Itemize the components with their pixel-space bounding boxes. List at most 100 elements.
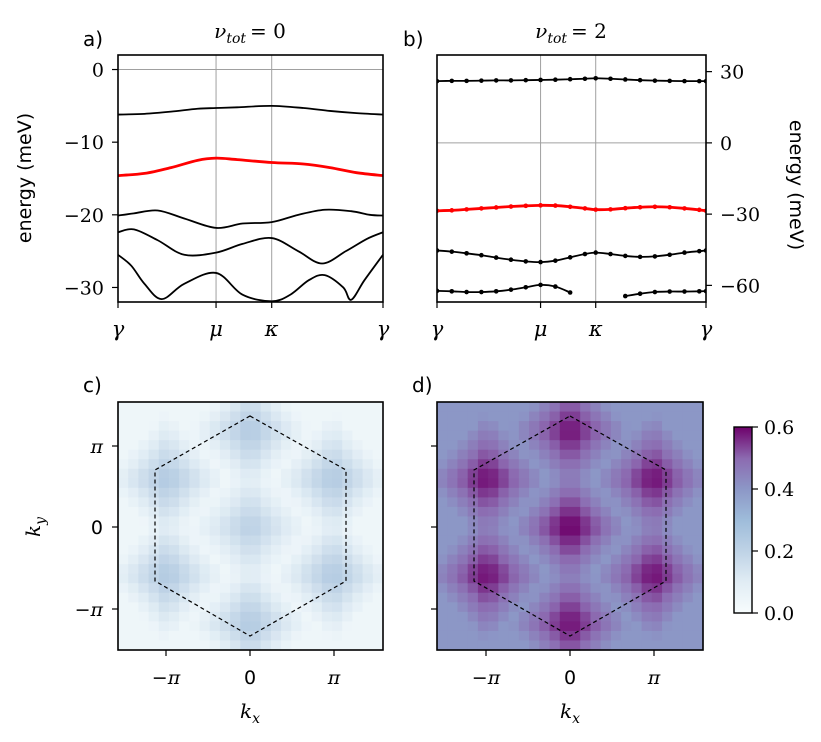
heatmap-cell bbox=[219, 630, 231, 642]
heatmap-cell bbox=[372, 487, 384, 498]
heatmap-cell bbox=[641, 468, 653, 479]
heatmap-cell bbox=[240, 516, 252, 527]
heatmap-cell bbox=[488, 583, 499, 594]
heatmap-cell bbox=[301, 459, 313, 470]
heatmap-cell bbox=[168, 573, 180, 584]
heatmap-cell bbox=[209, 630, 221, 642]
heatmap-cell bbox=[250, 459, 262, 470]
panel-d-xtick-label: π bbox=[647, 667, 661, 689]
heatmap-cell bbox=[301, 487, 313, 498]
heatmap-cell bbox=[189, 564, 201, 575]
heatmap-cell bbox=[621, 621, 632, 632]
heatmap-cell bbox=[342, 478, 354, 489]
x-tick-label: γ bbox=[377, 317, 390, 341]
heatmap-cell bbox=[437, 640, 448, 651]
heatmap-cell bbox=[158, 497, 170, 508]
heatmap-cell bbox=[549, 640, 561, 651]
heatmap-cell bbox=[672, 573, 684, 584]
panel-a-series bbox=[118, 104, 383, 302]
heatmap-cell bbox=[559, 602, 571, 613]
heatmap-cell bbox=[240, 478, 252, 489]
heatmap-cell bbox=[230, 630, 241, 642]
heatmap-cell bbox=[539, 497, 551, 508]
heatmap-cell bbox=[260, 545, 272, 556]
heatmap-cell bbox=[692, 554, 704, 565]
heatmap-cell bbox=[321, 402, 333, 413]
heatmap-cell bbox=[291, 583, 303, 594]
heatmap-cell bbox=[672, 564, 684, 575]
heatmap-cell bbox=[219, 526, 231, 537]
heatmap-cell bbox=[301, 535, 313, 546]
heatmap-cell bbox=[508, 411, 520, 422]
heatmap-cell bbox=[570, 621, 581, 632]
heatmap-cell bbox=[447, 640, 459, 651]
heatmap-cell bbox=[189, 535, 201, 546]
data-point bbox=[464, 251, 469, 256]
heatmap-cell bbox=[199, 497, 211, 508]
heatmap-cell bbox=[570, 545, 581, 556]
heatmap-cell bbox=[240, 430, 252, 441]
heatmap-cell bbox=[539, 516, 551, 527]
heatmap-cell bbox=[692, 506, 704, 518]
heatmap-cell bbox=[477, 411, 489, 422]
heatmap-cell bbox=[488, 497, 499, 508]
heatmap-cell bbox=[651, 630, 663, 642]
heatmap-cell bbox=[590, 506, 602, 518]
panel-c-xtick-label: π bbox=[327, 667, 341, 689]
heatmap-cell bbox=[321, 573, 333, 584]
heatmap-cell bbox=[301, 526, 313, 537]
heatmap-cell bbox=[148, 411, 160, 422]
heatmap-cell bbox=[437, 506, 448, 518]
heatmap-cell bbox=[209, 583, 221, 594]
heatmap-cell bbox=[447, 478, 459, 489]
heatmap-cell bbox=[332, 621, 343, 632]
heatmap-cell bbox=[168, 497, 180, 508]
data-point bbox=[682, 250, 687, 255]
heatmap-cell bbox=[128, 430, 139, 441]
heatmap-cell bbox=[692, 564, 704, 575]
heatmap-cell bbox=[148, 497, 160, 508]
heatmap-cell bbox=[311, 421, 323, 432]
heatmap-cell bbox=[321, 630, 333, 642]
heatmap-cell bbox=[281, 449, 292, 460]
heatmap-cell bbox=[467, 487, 479, 498]
heatmap-cell bbox=[498, 573, 510, 584]
heatmap-cell bbox=[128, 583, 139, 594]
heatmap-cell bbox=[467, 573, 479, 584]
heatmap-cell bbox=[488, 545, 499, 556]
heatmap-cell bbox=[477, 535, 489, 546]
heatmap-cell bbox=[128, 478, 139, 489]
heatmap-cell bbox=[621, 573, 632, 584]
heatmap-cell bbox=[631, 554, 643, 565]
heatmap-cell bbox=[311, 602, 323, 613]
heatmap-cell bbox=[559, 545, 571, 556]
heatmap-cell bbox=[118, 592, 129, 603]
heatmap-cell bbox=[641, 516, 653, 527]
heatmap-cell bbox=[518, 487, 530, 498]
heatmap-cell bbox=[651, 459, 663, 470]
heatmap-cell bbox=[321, 516, 333, 527]
heatmap-cell bbox=[549, 526, 561, 537]
heatmap-cell bbox=[590, 573, 602, 584]
heatmap-cell bbox=[199, 573, 211, 584]
heatmap-cell bbox=[250, 630, 262, 642]
heatmap-cell bbox=[662, 506, 673, 518]
heatmap-cell bbox=[692, 402, 704, 413]
heatmap-cell bbox=[230, 497, 241, 508]
heatmap-cell bbox=[199, 487, 211, 498]
heatmap-cell bbox=[219, 411, 231, 422]
heatmap-cell bbox=[672, 402, 684, 413]
heatmap-cell bbox=[148, 526, 160, 537]
heatmap-cell bbox=[260, 573, 272, 584]
heatmap-cell bbox=[270, 468, 282, 479]
heatmap-cell bbox=[692, 592, 704, 603]
heatmap-cell bbox=[488, 411, 499, 422]
heatmap-cell bbox=[447, 487, 459, 498]
heatmap-cell bbox=[321, 487, 333, 498]
heatmap-cell bbox=[672, 611, 684, 622]
heatmap-cell bbox=[128, 535, 139, 546]
heatmap-cell bbox=[291, 411, 303, 422]
heatmap-cell bbox=[342, 468, 354, 479]
heatmap-cell bbox=[189, 468, 201, 479]
heatmap-cell bbox=[158, 516, 170, 527]
